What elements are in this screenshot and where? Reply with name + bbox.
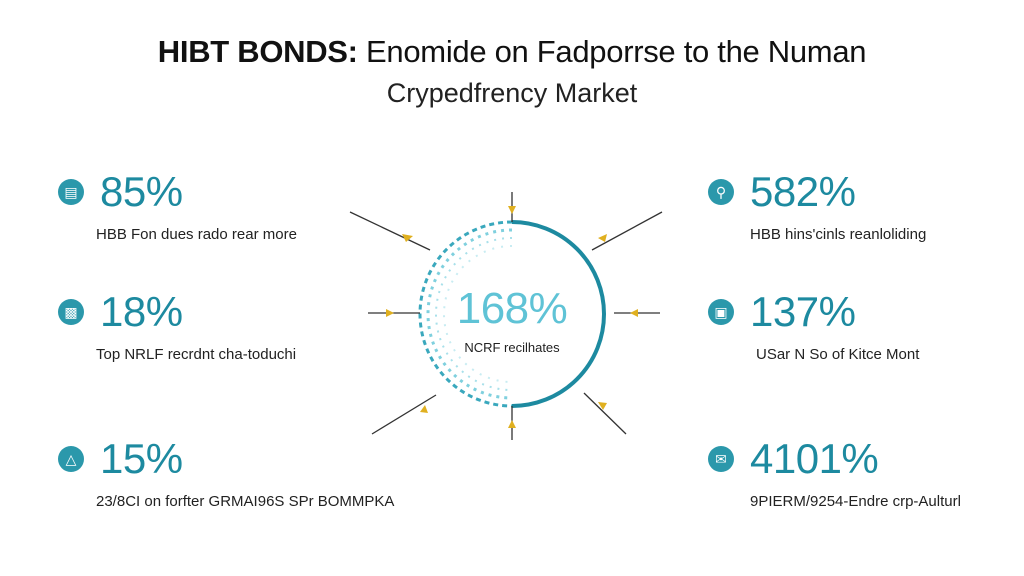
stat-block: ▣ 137% USar N So of Kitce Mont (708, 288, 1024, 363)
arrow-icon (402, 234, 413, 242)
message-icon: ✉ (708, 446, 734, 472)
arrow-icon (598, 402, 607, 410)
arrow-icon (598, 234, 607, 242)
title-rest-part: Enomide on Fadporrse to the Numan (357, 34, 867, 69)
stat-block: ⚲ 582% HBB hins'cinls reanloliding (708, 168, 1024, 243)
stat-block: ▩ 18% Top NRLF recrdnt cha-toduchi (58, 288, 378, 363)
title-bold-part: HIBT BONDS: (157, 34, 358, 69)
arrowheads (386, 206, 638, 428)
center-value: 168% (456, 284, 568, 333)
stat-row: ▣ 137% (708, 288, 1024, 336)
stat-value: 18% (100, 288, 183, 335)
stat-row: △ 15% (58, 435, 378, 483)
arrow-icon (508, 206, 516, 214)
arrow-icon (630, 309, 638, 317)
stat-row: ▩ 18% (58, 288, 378, 336)
stat-block: △ 15% 23/8CI on forfter GRMAI96S SPr BOM… (58, 435, 395, 510)
stat-value: 4101% (750, 435, 879, 482)
ring-dashed-half (418, 220, 513, 408)
stat-row: ✉ 4101% (708, 435, 1024, 483)
stat-block: ▤ 85% HBB Fon dues rado rear more (58, 168, 378, 243)
title-line-1: HIBT BONDS: Enomide on Fadporrse to the … (0, 30, 1024, 74)
arrow-icon (386, 309, 394, 317)
stat-value: 137% (750, 288, 856, 335)
stat-caption: USar N So of Kitce Mont (756, 346, 920, 363)
stat-block: ✉ 4101% 9PIERM/9254-Endre crp-Aulturl (708, 435, 1024, 510)
stat-row: ▤ 85% (58, 168, 378, 216)
stat-value: 582% (750, 168, 856, 215)
stat-caption: HBB Fon dues rado rear more (96, 226, 297, 243)
arrow-icon (420, 405, 428, 413)
chart-icon: ▤ (58, 179, 84, 205)
center-caption: NCRF recilhates (464, 340, 560, 355)
stat-row: ⚲ 582% (708, 168, 1024, 216)
stat-caption: 23/8CI on forfter GRMAI96S SPr BOMMPKA (96, 493, 395, 510)
lock-icon: ▣ (708, 299, 734, 325)
arrow-icon (508, 420, 516, 428)
flask-icon: △ (58, 446, 84, 472)
stat-caption: Top NRLF recrdnt cha-toduchi (96, 346, 297, 363)
stat-caption: 9PIERM/9254-Endre crp-Aulturl (750, 493, 961, 510)
stat-value: 15% (100, 435, 183, 482)
stat-caption: HBB hins'cinls reanloliding (750, 226, 927, 243)
title-line-2: Crypedfrency Market (386, 78, 638, 108)
search-icon: ⚲ (708, 179, 734, 205)
ring-solid-half (511, 220, 606, 408)
laptop-icon: ▩ (58, 299, 84, 325)
stat-value: 85% (100, 168, 183, 215)
page-title: HIBT BONDS: Enomide on Fadporrse to the … (0, 30, 1024, 112)
